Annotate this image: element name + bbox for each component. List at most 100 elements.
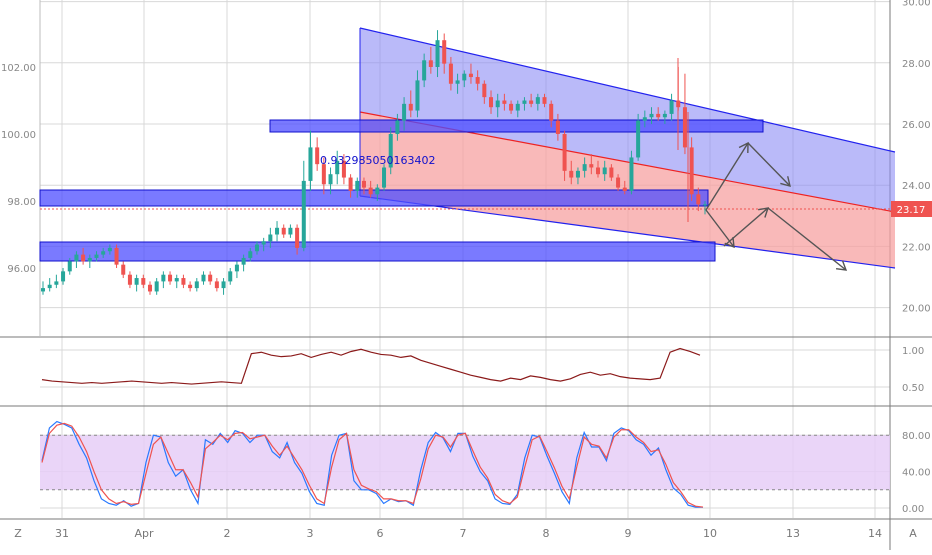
candle-body [201, 274, 206, 282]
left-axis-tick-label: 98.00 [7, 197, 36, 208]
candle-body [275, 227, 280, 235]
candle-body [669, 100, 674, 114]
stoch-d-line [41, 422, 704, 508]
oscillator-1-tick-label: 1.00 [902, 346, 924, 357]
candle-body [348, 177, 353, 191]
candle-body [241, 257, 246, 265]
x-axis-tick-label: 31 [55, 527, 69, 540]
candle-body [315, 147, 320, 165]
candle-body [328, 174, 333, 185]
oscillator-1-line [41, 347, 701, 385]
candle-body [629, 157, 634, 191]
candle-body [582, 164, 587, 171]
candle-body [402, 103, 407, 121]
last-price-tag [891, 201, 932, 217]
candle-body [288, 227, 293, 235]
candle-body [375, 187, 380, 195]
candle-body [602, 167, 607, 175]
right-axis-tick-label: 30.00 [902, 0, 931, 9]
projection-arrow-line [705, 142, 749, 211]
candle-body [462, 73, 467, 81]
candle-body [502, 100, 507, 104]
candle-body [589, 164, 594, 168]
channel-upper-line [359, 27, 896, 153]
x-axis-tick-label: 8 [543, 527, 550, 540]
auto-scale-icon: A [909, 527, 917, 540]
candle-body [154, 281, 159, 292]
candle-body [261, 241, 266, 245]
candle-body [87, 257, 92, 262]
candle-body [555, 120, 560, 134]
x-axis-tick-label: 14 [868, 527, 882, 540]
x-axis-tick-label: 6 [377, 527, 384, 540]
candle-body [67, 261, 72, 272]
candle-body [482, 83, 487, 98]
candle-body [682, 107, 687, 148]
left-axis-tick-label: 100.00 [1, 130, 36, 141]
candle-body [569, 170, 574, 178]
x-axis-tick-label: 9 [625, 527, 632, 540]
candle-body [609, 167, 614, 178]
candle-body [428, 60, 433, 67]
x-axis-tick-label: Apr [134, 527, 154, 540]
candle-body [121, 264, 126, 275]
candle-body [422, 60, 427, 81]
candle-body [221, 281, 226, 289]
candle-body [696, 194, 701, 205]
right-axis-tick-label: 22.00 [902, 242, 931, 253]
candle-body [107, 247, 112, 252]
right-axis-tick-label: 20.00 [902, 304, 931, 315]
support-zone-bottom [39, 241, 716, 262]
candle-body [355, 180, 360, 191]
projection-arrow-head [758, 207, 770, 218]
candle-body [662, 113, 667, 118]
support-zone-middle [39, 189, 709, 207]
candle-body [408, 103, 413, 111]
candle-body [341, 160, 346, 178]
stoch-k-line [41, 420, 703, 508]
x-axis-tick-label: 10 [703, 527, 717, 540]
candle-body [281, 227, 286, 235]
candle-body [689, 147, 694, 195]
resistance-zone-top [269, 119, 764, 133]
candle-body [495, 100, 500, 108]
x-axis-tick-label: 3 [307, 527, 314, 540]
candle-body [388, 134, 393, 168]
candle-body [248, 251, 253, 258]
oscillator-1-tick-label: 0.50 [902, 383, 924, 394]
last-price-label: 23.17 [897, 205, 926, 216]
candle-body [509, 103, 514, 111]
candle-body [489, 97, 494, 108]
candle-body [622, 187, 627, 191]
candle-body [268, 234, 273, 242]
candle-body [54, 281, 59, 285]
candle-body [335, 160, 340, 175]
candle-body [649, 113, 654, 118]
zoom-icon: Z [14, 527, 22, 540]
channel-lower-line [359, 195, 896, 269]
candle-body [254, 244, 259, 252]
projection-arrow-head [835, 260, 848, 271]
candle-body [395, 120, 400, 134]
projection-arrow-line [747, 142, 791, 187]
candle-body [368, 187, 373, 195]
candle-body [174, 278, 179, 282]
candle-body [234, 264, 239, 272]
candle-body [147, 284, 152, 292]
stoch-band [40, 435, 890, 490]
annotation-text: 0.932985050163402 [320, 154, 435, 167]
projection-arrow-head [780, 176, 791, 187]
candle-body [61, 271, 66, 282]
candle-body [168, 274, 173, 282]
candle-body [455, 80, 460, 84]
projection-arrow-line [767, 207, 847, 271]
candle-body [214, 281, 219, 289]
candle-body [141, 278, 146, 285]
oscillator-2-tick-label: 80.00 [902, 431, 931, 442]
candle-body [301, 180, 306, 248]
candle-body [442, 40, 447, 64]
left-axis-tick-label: 96.00 [7, 264, 36, 275]
candle-body [134, 278, 139, 285]
